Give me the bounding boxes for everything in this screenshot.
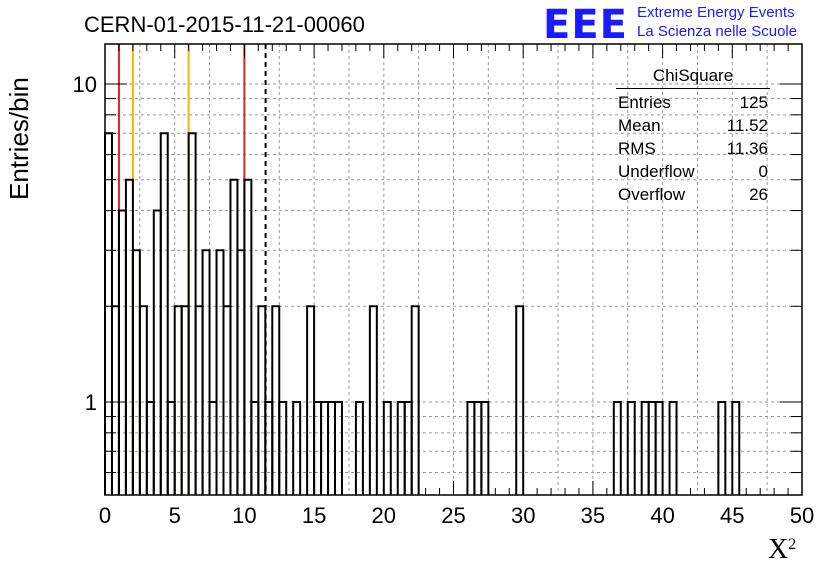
histogram-bin bbox=[138, 305, 148, 495]
histogram-bin bbox=[166, 401, 176, 495]
logo-line-1: Extreme Energy Events bbox=[637, 4, 795, 21]
x-tick-label: 30 bbox=[511, 503, 535, 528]
histogram-bin bbox=[626, 401, 636, 495]
histogram-bin bbox=[368, 305, 378, 495]
stats-row: Mean 11.52 bbox=[618, 116, 768, 135]
stats-row: Underflow 0 bbox=[618, 162, 768, 181]
histogram-bin bbox=[382, 401, 392, 495]
histogram-bin bbox=[640, 401, 650, 495]
x-tick-label: 20 bbox=[372, 503, 396, 528]
logo-line-2: La Scienza nelle Scuole bbox=[637, 23, 798, 40]
histogram-bin bbox=[180, 305, 190, 495]
histogram-bin bbox=[201, 249, 211, 495]
histogram-bin bbox=[124, 178, 134, 495]
x-tick-label: 50 bbox=[790, 503, 814, 528]
stats-title: ChiSquare bbox=[616, 66, 770, 89]
histogram-bin bbox=[396, 401, 406, 495]
histogram-bin bbox=[466, 401, 476, 495]
histogram-bin bbox=[208, 401, 218, 495]
histogram-bin bbox=[354, 401, 364, 495]
histogram-bin bbox=[236, 249, 246, 495]
y-tick-label: 10 bbox=[73, 72, 97, 97]
histogram-bin bbox=[152, 209, 162, 495]
histogram-bin bbox=[717, 401, 727, 495]
histogram-bin bbox=[334, 401, 343, 495]
histogram-bin bbox=[229, 178, 239, 495]
histogram-bin bbox=[145, 401, 155, 495]
histogram-bin bbox=[257, 305, 267, 495]
eee-logo: EEE bbox=[543, 2, 628, 48]
histogram-bin bbox=[187, 132, 197, 495]
histogram-bin bbox=[668, 401, 678, 495]
stats-row: Overflow 26 bbox=[618, 185, 768, 204]
x-tick-label: 45 bbox=[720, 503, 744, 528]
histogram-bin bbox=[104, 132, 113, 495]
histogram-bin bbox=[159, 132, 169, 495]
x-tick-label: 40 bbox=[650, 503, 674, 528]
histogram-bin bbox=[278, 401, 288, 495]
x-tick-label: 0 bbox=[99, 503, 111, 528]
histogram-bin bbox=[647, 401, 657, 495]
histogram-bin bbox=[306, 305, 316, 495]
histogram-bin bbox=[612, 401, 622, 495]
histogram-bin bbox=[110, 305, 120, 495]
histogram-bin bbox=[243, 178, 253, 495]
histogram-bin bbox=[194, 305, 204, 495]
x-tick-label: 10 bbox=[232, 503, 256, 528]
histogram-bin bbox=[313, 401, 323, 495]
histogram-bin bbox=[292, 401, 302, 495]
histogram-bin bbox=[271, 305, 281, 495]
histogram-bin bbox=[327, 401, 337, 495]
histogram-bin bbox=[250, 401, 260, 495]
x-axis-label: X2 bbox=[768, 534, 797, 565]
chart-title: CERN-01-2015-11-21-00060 bbox=[84, 12, 365, 37]
histogram-bin bbox=[473, 401, 483, 495]
histogram-bin bbox=[320, 401, 330, 495]
x-tick-label: 15 bbox=[302, 503, 326, 528]
stats-row: RMS 11.36 bbox=[618, 139, 768, 158]
x-tick-label: 5 bbox=[169, 503, 181, 528]
histogram-bin bbox=[403, 401, 413, 495]
histogram-bin bbox=[731, 401, 741, 495]
histogram-bin bbox=[222, 305, 232, 495]
histogram-bin bbox=[410, 305, 420, 495]
histogram-bin bbox=[117, 209, 127, 495]
x-tick-label: 35 bbox=[581, 503, 605, 528]
y-axis-label: Entries/bin bbox=[4, 77, 34, 200]
histogram-bin bbox=[215, 249, 225, 495]
stats-box: ChiSquare Entries 125 Mean 11.52 RMS 11.36 … bbox=[610, 66, 776, 206]
histogram-bin bbox=[515, 305, 525, 495]
y-tick-label: 1 bbox=[85, 390, 97, 415]
x-tick-label: 25 bbox=[441, 503, 465, 528]
histogram-bin bbox=[131, 249, 141, 495]
histogram-bin bbox=[173, 305, 183, 495]
histogram-bin bbox=[654, 401, 664, 495]
histogram-bin bbox=[480, 401, 490, 495]
stats-row: Entries 125 bbox=[618, 93, 768, 112]
